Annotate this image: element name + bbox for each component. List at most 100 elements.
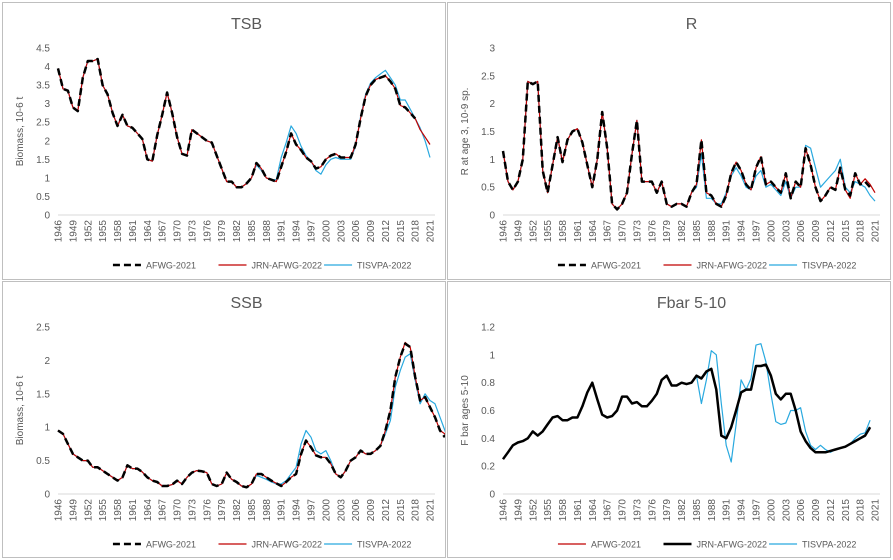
x-tick-label: 1961 [573, 220, 584, 243]
x-tick-label: 1949 [68, 220, 79, 243]
x-tick-label: 2012 [826, 220, 837, 243]
legend-label-jrn: JRN-AFWG-2022 [252, 540, 323, 550]
y-tick-label: 1.5 [36, 155, 50, 166]
x-tick-label: 2021 [426, 220, 437, 243]
y-tick-label: 0.5 [36, 456, 50, 467]
y-tick-label: 0.8 [481, 378, 495, 389]
x-tick-label: 2015 [841, 499, 852, 522]
chart-ssb: SSB Biomass, 10-6 t 0 0.5 1 1.5 2 2.5 1946 1949 19… [15, 295, 445, 550]
x-tick-label: 2018 [856, 220, 867, 243]
chart-title: R [686, 16, 698, 33]
series-line-tisvpa [57, 58, 431, 188]
legend-label-jrn: AFWG-2021 [591, 540, 641, 550]
x-tick-label: 1949 [68, 499, 79, 522]
y-tick-label: 1 [489, 350, 495, 361]
y-tick-label: 2.5 [36, 118, 50, 129]
x-tick-label: 2000 [321, 220, 332, 243]
x-tick-label: 1961 [573, 499, 584, 522]
y-tick-label: 3 [489, 44, 495, 55]
x-tick-label: 1988 [707, 499, 718, 522]
x-tick-label: 1967 [158, 220, 169, 243]
x-tick-label: 1997 [751, 220, 762, 243]
y-tick-label: 0.4 [481, 434, 495, 445]
y-tick-label: 1.5 [36, 389, 50, 400]
x-tick-label: 1985 [692, 499, 703, 522]
x-tick-label: 1997 [306, 220, 317, 243]
y-tick-label: 4.5 [36, 44, 50, 55]
x-tick-label: 1964 [588, 220, 599, 243]
x-tick-label: 2021 [871, 499, 882, 522]
x-tick-label: 1982 [677, 499, 688, 522]
x-tick-label: 1979 [217, 220, 228, 243]
x-tick-label: 2009 [366, 499, 377, 522]
x-tick-label: 1967 [603, 499, 614, 522]
x-tick-label: 1994 [292, 499, 303, 522]
y-tick-label: 0 [489, 490, 495, 501]
x-tick-label: 2018 [856, 499, 867, 522]
series-line-afwg [501, 80, 872, 211]
x-tick-label: 1955 [98, 499, 109, 522]
x-tick-label: 2015 [396, 499, 407, 522]
y-tick-label: 2 [44, 356, 50, 367]
x-tick-label: 1994 [737, 499, 748, 522]
legend-label-tisvpa: TISVPA-2022 [802, 540, 856, 550]
series-line-jrn [502, 363, 871, 460]
y-axis-label: Biomass, 10-6 t [15, 376, 26, 446]
x-tick-label: 2015 [396, 220, 407, 243]
y-tick-label: 1.5 [481, 127, 495, 138]
x-tick-label: 2015 [841, 220, 852, 243]
legend-label-tisvpa: TISVPA-2022 [802, 261, 856, 271]
legend-label-afwg: AFWG-2021 [146, 540, 196, 550]
x-tick-label: 2009 [366, 220, 377, 243]
x-tick-label: 1964 [588, 499, 599, 522]
x-tick-label: 1967 [158, 499, 169, 522]
series-line-afwg [57, 342, 445, 489]
series-line-tisvpa [502, 343, 871, 463]
y-tick-label: 3.5 [36, 81, 50, 92]
y-tick-label: 1 [44, 423, 50, 434]
x-tick-label: 1964 [143, 220, 154, 243]
x-tick-label: 1979 [662, 499, 673, 522]
x-tick-label: 1958 [558, 220, 569, 243]
x-tick-label: 1958 [558, 499, 569, 522]
x-tick-label: 1991 [722, 220, 733, 243]
series-line-tisvpa [57, 353, 445, 488]
x-tick-label: 1997 [306, 499, 317, 522]
x-tick-label: 2006 [796, 499, 807, 522]
x-tick-label: 1946 [54, 220, 65, 243]
y-tick-label: 1.2 [481, 323, 495, 334]
x-tick-label: 2006 [796, 220, 807, 243]
chart-fbar: Fbar 5-10 F bar ages 5-10 0 0.2 0.4 0.6 0.8 1 1.… [460, 295, 882, 550]
x-tick-label: 2006 [351, 220, 362, 243]
x-tick-label: 1967 [603, 220, 614, 243]
x-tick-label: 1985 [692, 220, 703, 243]
y-tick-label: 0.5 [481, 183, 495, 194]
chart-panel-ssb: SSB Biomass, 10-6 t 0 0.5 1 1.5 2 2.5 1946 1949 19… [2, 281, 446, 558]
x-tick-label: 1991 [722, 499, 733, 522]
x-tick-label: 2021 [426, 499, 437, 522]
y-tick-label: 0 [489, 211, 495, 222]
x-tick-label: 1985 [247, 499, 258, 522]
y-tick-label: 2.5 [36, 323, 50, 334]
x-tick-label: 2018 [411, 499, 422, 522]
x-tick-label: 1958 [113, 499, 124, 522]
x-tick-label: 1976 [647, 220, 658, 243]
chart-panel-fbar: Fbar 5-10 F bar ages 5-10 0 0.2 0.4 0.6 0.8 1 1.… [447, 281, 891, 558]
x-tick-label: 1988 [262, 220, 273, 243]
x-tick-label: 1979 [662, 220, 673, 243]
y-tick-label: 2.5 [481, 71, 495, 82]
x-tick-label: 1979 [217, 499, 228, 522]
y-tick-label: 3 [44, 99, 50, 110]
x-tick-label: 2012 [826, 499, 837, 522]
x-tick-label: 2009 [811, 499, 822, 522]
x-tick-label: 1952 [528, 220, 539, 243]
y-tick-label: 0.2 [481, 462, 495, 473]
legend-label-afwg: AFWG-2021 [591, 261, 641, 271]
x-tick-label: 1952 [528, 499, 539, 522]
y-tick-label: 0.5 [36, 192, 50, 203]
x-tick-label: 2003 [781, 499, 792, 522]
x-tick-label: 2021 [871, 220, 882, 243]
x-tick-label: 1991 [277, 220, 288, 243]
